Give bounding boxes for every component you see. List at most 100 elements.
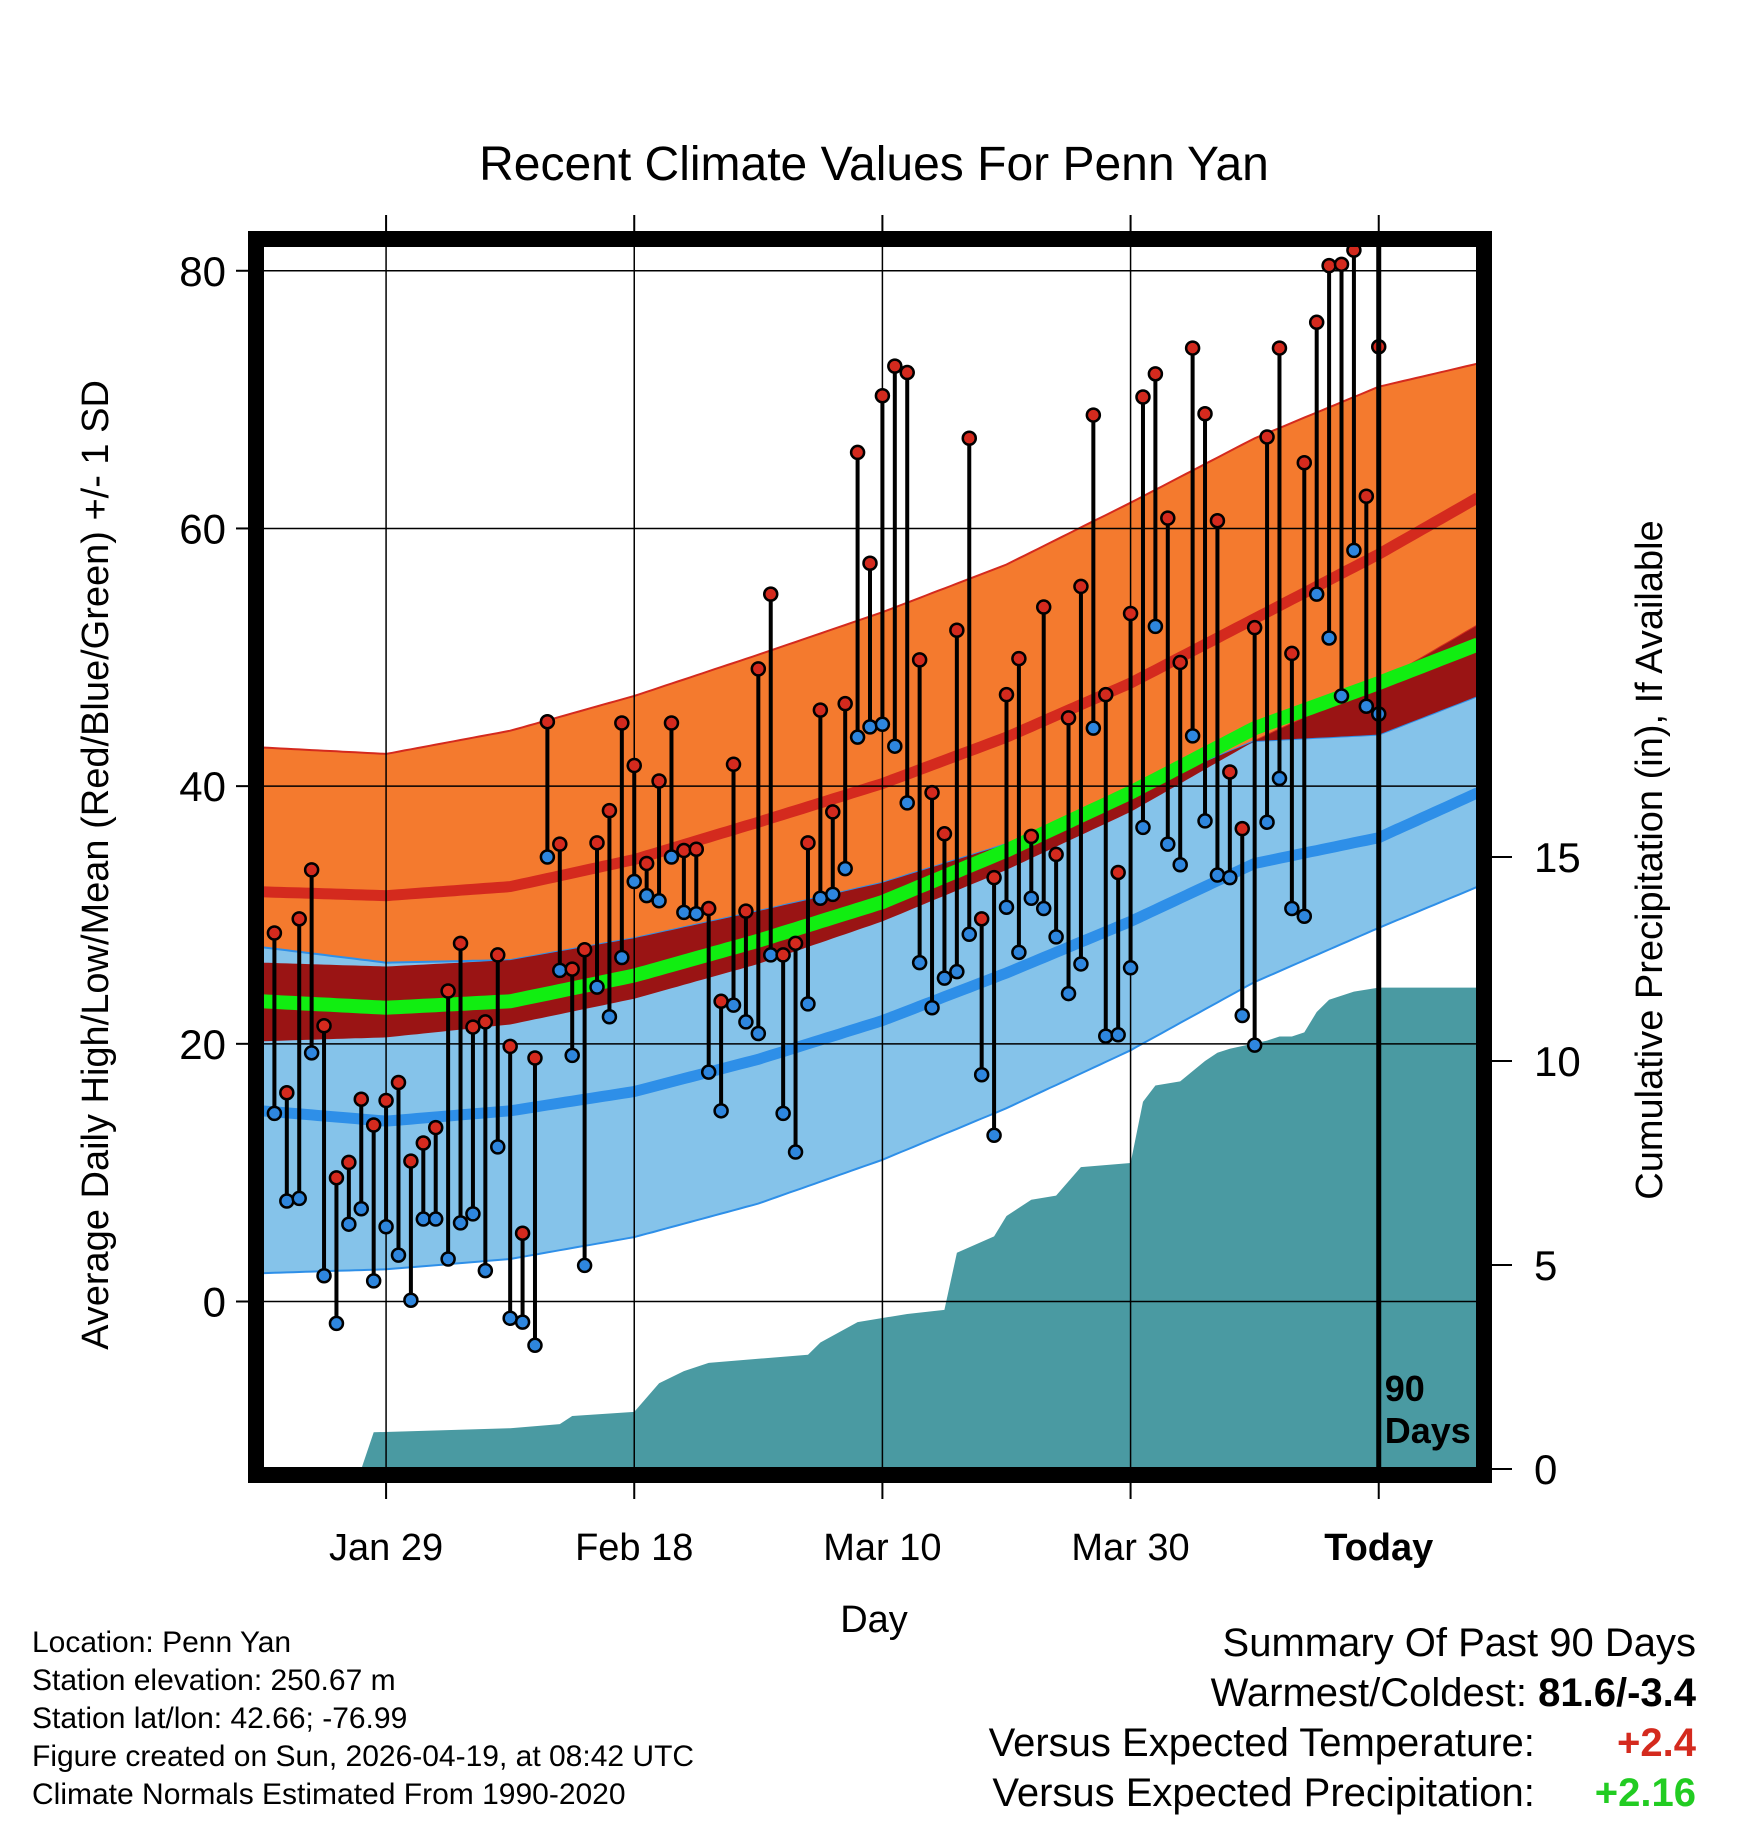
daily-low-point [961,926,978,943]
daily-high-point [403,1153,419,1169]
summary-warm-cold: Warmest/Coldest: 81.6/-3.4 [989,1668,1696,1718]
daily-low-point [1358,698,1375,715]
x-tick-label: Feb 18 [575,1527,693,1569]
daily-low-point [403,1292,419,1308]
info-normals: Climate Normals Estimated From 1990-2020 [32,1778,626,1811]
daily-low-point [365,1273,382,1289]
daily-low-point [1197,813,1213,829]
daily-low-point [415,1211,432,1227]
daily-low-point [713,1103,729,1119]
x-axis-label: Day [840,1599,908,1641]
daily-low-point [1110,1027,1126,1043]
daily-high-point [1197,406,1213,422]
daily-high-point [279,1085,295,1101]
daily-low-point [1259,814,1275,830]
daily-high-point [986,869,1002,886]
y-tick-label: 60 [179,505,226,552]
daily-high-point [614,715,630,731]
summary-panel: Summary Of Past 90 Days Warmest/Coldest:… [989,1618,1696,1818]
daily-low-point [775,1105,791,1122]
daily-low-point [427,1211,444,1227]
summary-title: Summary Of Past 90 Days [1222,1621,1696,1665]
daily-high-point [998,686,1015,703]
daily-high-point [564,961,580,977]
daily-low-point [614,949,630,966]
daily-high-point [775,947,791,963]
daily-high-point [874,387,891,404]
daily-low-point [651,893,667,909]
daily-high-point [1147,366,1164,382]
daily-low-point [725,997,742,1013]
daily-high-point [961,430,978,447]
daily-low-point [1284,900,1300,917]
daily-high-point [663,715,680,731]
daily-low-point [440,1251,456,1267]
daily-low-point [527,1337,543,1354]
daily-low-point [750,1025,767,1042]
daily-low-point [601,1009,618,1025]
y-tick-label: 0 [203,1279,226,1326]
daily-high-point [465,1019,481,1035]
daily-low-point [874,716,891,733]
y-tick-label: 20 [179,1021,226,1068]
daily-low-point [477,1262,494,1279]
daily-low-point [973,1066,990,1083]
daily-low-point [924,999,940,1016]
daily-high-point [415,1135,432,1151]
daily-low-point [328,1315,345,1332]
daily-low-point [837,860,853,877]
daily-low-point [576,1257,593,1274]
daily-low-point [1209,867,1226,883]
daily-low-point [887,738,903,754]
y2-tick-label: 5 [1534,1242,1557,1289]
daily-high-point [1222,764,1238,780]
daily-high-point [452,935,469,952]
daily-high-point [1184,340,1201,356]
daily-high-point [924,784,940,801]
daily-low-point [1098,1028,1114,1044]
daily-low-point [762,947,779,963]
daily-high-point [1060,710,1077,726]
daily-high-point [1308,314,1325,331]
daily-low-point [936,970,953,986]
daily-low-point [911,954,928,971]
overlap-band [262,625,1478,1042]
daily-high-point [1259,429,1275,445]
daily-low-point [1135,819,1151,836]
y-axis-label: Average Daily High/Low/Mean (Red/Blue/Gr… [75,380,117,1350]
daily-low-point [1271,770,1288,787]
daily-high-point [762,586,779,602]
daily-high-point [365,1117,382,1133]
daily-high-point [1073,578,1089,595]
daily-low-point [688,905,705,922]
daily-high-point [787,935,804,952]
daily-low-point [502,1310,518,1327]
daily-high-point [1284,645,1300,662]
y2-tick-label: 0 [1534,1446,1557,1493]
daily-high-point [1321,257,1337,274]
daily-high-point [353,1091,370,1107]
daily-high-point [1023,828,1040,845]
daily-low-point [700,1064,717,1080]
daily-low-point [849,729,866,745]
daily-low-point [899,795,915,811]
daily-low-point [539,849,556,865]
daily-low-point [1011,944,1027,961]
daily-low-point [341,1216,357,1232]
daily-low-point [1346,542,1362,559]
temp-vs-expected-value: +2.4 [1617,1721,1696,1765]
daily-low-point [1160,836,1176,852]
daily-low-point [1073,956,1089,972]
daily-high-point [303,862,320,878]
daily-low-point [812,890,829,906]
info-created: Figure created on Sun, 2026-04-19, at 08… [32,1740,695,1773]
daily-low-point [279,1193,295,1209]
daily-high-point [800,835,816,851]
daily-high-point [1358,488,1375,504]
daily-low-point [490,1139,506,1155]
daily-high-point [440,983,456,999]
daily-high-point [862,555,878,571]
daily-low-point [626,873,642,890]
daily-high-point [936,826,953,842]
daily-low-point [1122,960,1139,976]
